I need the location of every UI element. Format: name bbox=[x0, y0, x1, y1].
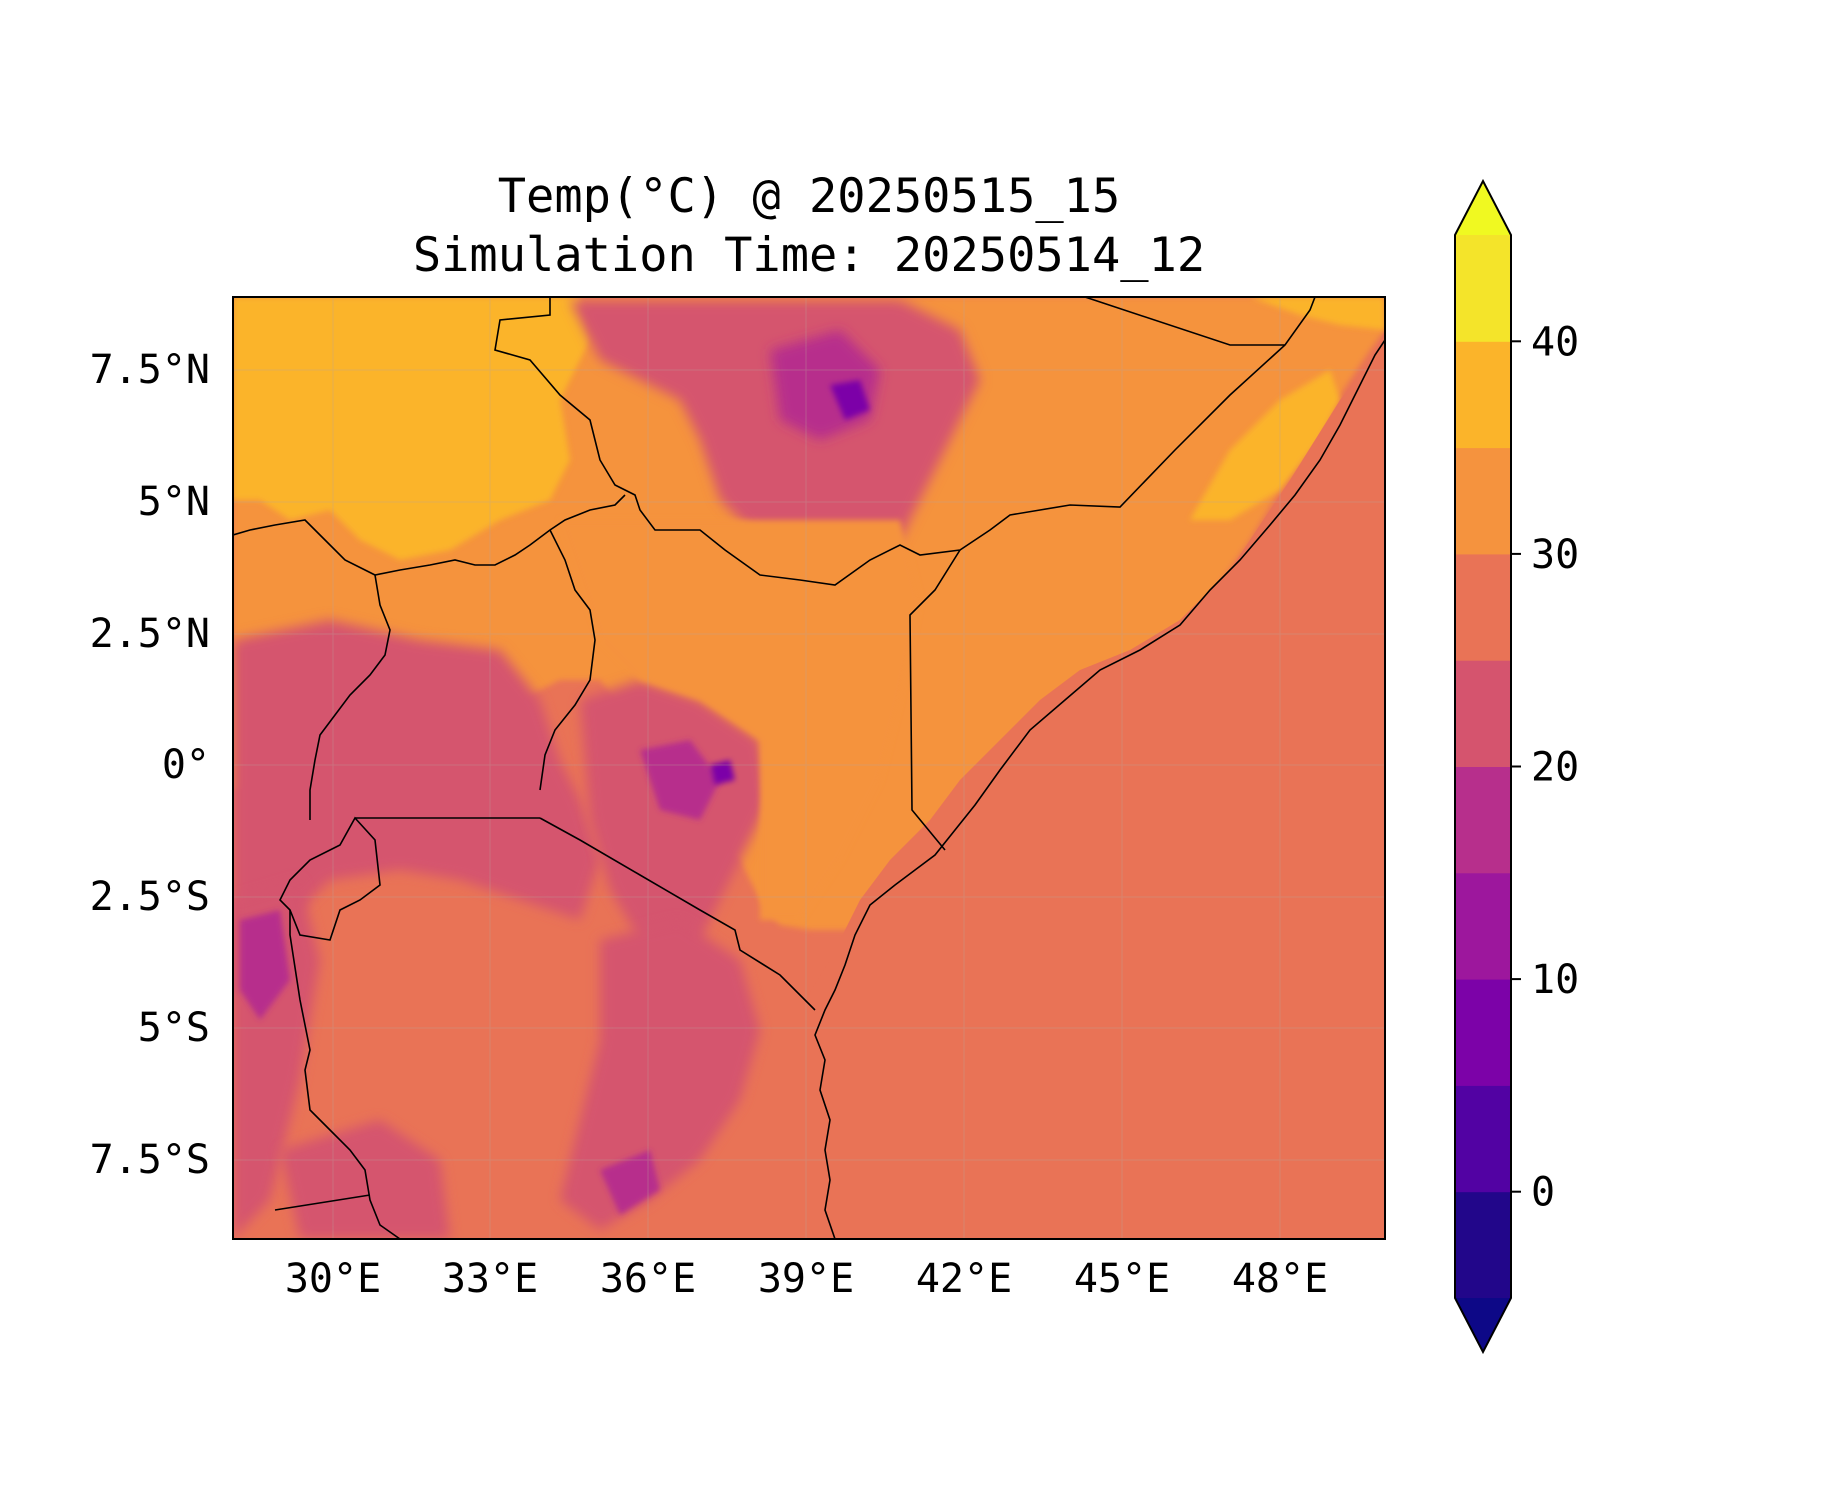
colorbar-bin bbox=[1455, 1085, 1511, 1193]
colorbar-bin bbox=[1455, 341, 1511, 449]
temperature-field bbox=[233, 297, 1385, 1239]
cool-zone-tanzania bbox=[560, 920, 760, 1230]
border-zambia bbox=[274, 1194, 371, 1211]
hot-zone-somalia bbox=[1190, 370, 1340, 520]
x-tick-label: 36°E bbox=[600, 1256, 696, 1302]
x-tick-label: 48°E bbox=[1232, 1256, 1328, 1302]
cold-zone-ethiopia bbox=[830, 380, 870, 420]
border-uganda-drc bbox=[309, 574, 391, 820]
border-tanzania-kenya bbox=[539, 817, 816, 1011]
border-ethiopia-somalia-north bbox=[1084, 297, 1285, 346]
border-south-sudan-uganda bbox=[233, 494, 626, 576]
colorbar-outline bbox=[1454, 178, 1512, 1355]
y-tick-label: 2.5°N bbox=[90, 611, 210, 657]
cool-zone-lakes bbox=[233, 620, 600, 1000]
hot-zone-northeast bbox=[1250, 297, 1385, 330]
map-gridlines bbox=[233, 297, 1385, 1239]
colorbar-under-extension bbox=[1455, 1298, 1511, 1352]
y-tick-label: 2.5°S bbox=[90, 874, 210, 920]
colorbar-ticks: 0 10 20 30 40 bbox=[1511, 319, 1579, 1216]
cool-zone-ethiopia bbox=[570, 300, 980, 560]
colorbar-bin bbox=[1455, 660, 1511, 767]
x-tick-label: 45°E bbox=[1074, 1256, 1170, 1302]
x-axis-labels: 30°E 33°E 36°E 39°E 42°E 45°E 48°E bbox=[285, 1256, 1328, 1302]
colorbar-bin bbox=[1455, 447, 1511, 555]
colorbar-tick-label: 10 bbox=[1531, 957, 1579, 1003]
coastline bbox=[814, 339, 1385, 1239]
colorbar-bin bbox=[1455, 1191, 1511, 1299]
colorbar-over-extension bbox=[1455, 181, 1511, 235]
colorbar-bin bbox=[1455, 979, 1511, 1086]
cooler-zone-tanzania bbox=[600, 1150, 660, 1215]
cooler-zone-kenya bbox=[640, 740, 720, 820]
x-tick-label: 39°E bbox=[758, 1256, 854, 1302]
border-kenya-somalia bbox=[909, 549, 961, 851]
colorbar-bin bbox=[1455, 235, 1511, 342]
y-tick-label: 5°S bbox=[138, 1005, 210, 1051]
ocean-coastal-fill bbox=[805, 330, 1385, 1239]
map-title-line-1: Temp(°C) @ 20250515_15 bbox=[497, 169, 1121, 224]
x-tick-label: 42°E bbox=[916, 1256, 1012, 1302]
country-borders bbox=[233, 297, 1385, 1239]
border-sudan-ethiopia bbox=[494, 297, 1316, 586]
y-tick-label: 5°N bbox=[138, 479, 210, 525]
cool-zone-kenya-highlands bbox=[580, 680, 770, 960]
map-frame bbox=[232, 296, 1386, 1240]
colorbar-bin bbox=[1455, 553, 1511, 661]
x-tick-label: 30°E bbox=[285, 1256, 381, 1302]
y-tick-label: 0° bbox=[162, 742, 210, 788]
y-tick-label: 7.5°S bbox=[90, 1137, 210, 1183]
warm-zone-kenya bbox=[560, 520, 920, 920]
y-axis-labels: 7.5°N 5°N 2.5°N 0° 2.5°S 5°S 7.5°S bbox=[90, 347, 210, 1183]
colorbar-tick-label: 0 bbox=[1531, 1170, 1555, 1216]
y-tick-label: 7.5°N bbox=[90, 347, 210, 393]
border-uganda-kenya bbox=[539, 529, 596, 791]
map-title-line-2: Simulation Time: 20250514_12 bbox=[412, 228, 1206, 283]
colorbar-tick-label: 40 bbox=[1531, 319, 1579, 365]
cool-zone-southwest bbox=[280, 1120, 450, 1239]
cold-spot-kenya bbox=[710, 760, 735, 785]
hot-zone-northwest bbox=[233, 297, 590, 560]
cooler-zone-west-rift bbox=[240, 910, 290, 1020]
colorbar bbox=[1454, 178, 1512, 1355]
colorbar-bin bbox=[1455, 872, 1511, 980]
colorbar-bin bbox=[1455, 766, 1511, 874]
border-rwanda-burundi bbox=[279, 816, 381, 941]
x-tick-label: 33°E bbox=[442, 1256, 538, 1302]
colorbar-tick-label: 30 bbox=[1531, 532, 1579, 578]
colorbar-tick-label: 20 bbox=[1531, 745, 1579, 791]
border-tanzania-drc-west bbox=[289, 910, 401, 1239]
